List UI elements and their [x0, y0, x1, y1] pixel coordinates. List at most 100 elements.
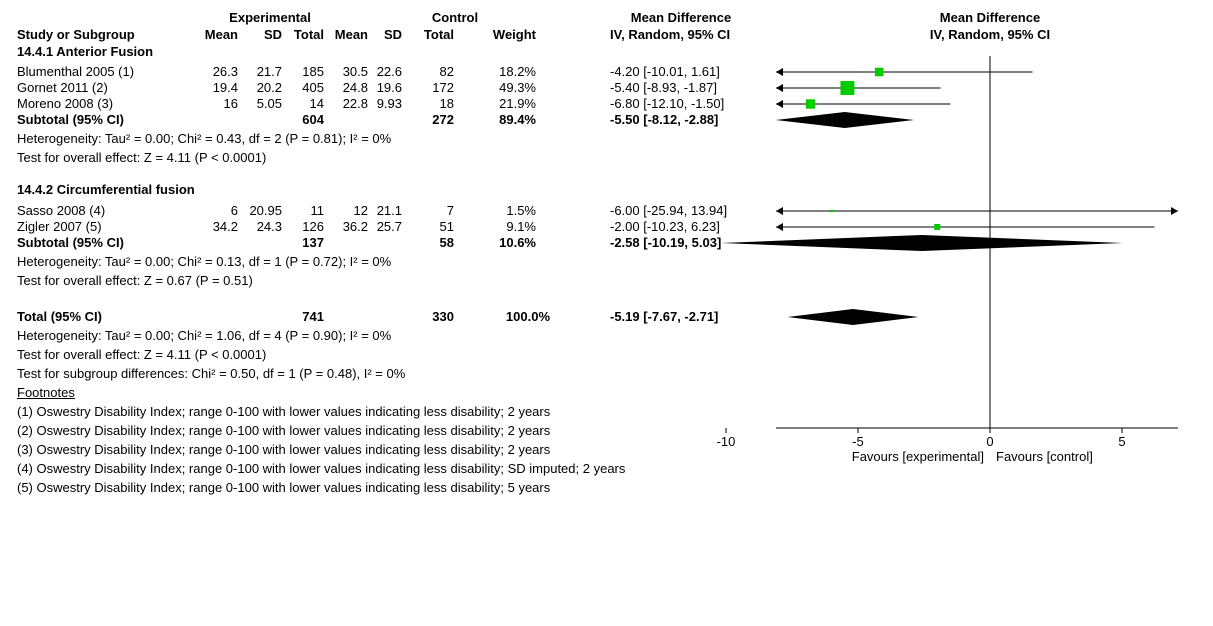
ci-arrow-left — [776, 207, 783, 215]
summary-diamond — [720, 235, 1123, 251]
ci-arrow-left — [776, 223, 783, 231]
study-marker — [934, 223, 941, 231]
header-md-method-left: IV, Random, 95% CI — [610, 27, 731, 42]
summary-diamond — [787, 309, 919, 325]
overall-effect-text: Test for overall effect: Z = 0.67 (P = 0… — [17, 273, 253, 288]
total-weight: 100.0% — [505, 309, 550, 324]
study-marker — [840, 81, 855, 95]
ci-text: -2.00 [-10.23, 6.23] — [610, 219, 720, 234]
heterogeneity-text: Heterogeneity: Tau² = 0.00; Chi² = 0.43,… — [17, 131, 392, 146]
sd-c: 25.7 — [376, 219, 402, 234]
footnote: (1) Oswestry Disability Index; range 0-1… — [17, 404, 551, 419]
weight: 1.5% — [506, 203, 536, 218]
study-name: Moreno 2008 (3) — [17, 96, 114, 111]
ci-arrow-left — [776, 100, 783, 108]
x-tick-label: 5 — [1118, 434, 1125, 449]
footnote: (5) Oswestry Disability Index; range 0-1… — [17, 480, 551, 495]
header-mean-c: Mean — [334, 27, 368, 42]
subgroup-differences-text: Test for subgroup differences: Chi² = 0.… — [17, 366, 406, 381]
total-e: 14 — [309, 96, 324, 111]
total-heterogeneity-text: Heterogeneity: Tau² = 0.00; Chi² = 1.06,… — [17, 328, 392, 343]
mean-e: 26.3 — [212, 64, 238, 79]
header-total-e: Total — [293, 27, 324, 42]
subgroup-title: 14.4.2 Circumferential fusion — [17, 182, 195, 197]
subtotal-label: Subtotal (95% CI) — [17, 235, 124, 250]
total-ci-text: -5.19 [-7.67, -2.71] — [610, 309, 719, 324]
header-md-title-right: Mean Difference — [939, 10, 1041, 25]
subtotal-weight: 89.4% — [499, 112, 536, 127]
subtotal-total-c: 58 — [439, 235, 454, 250]
total-c: 172 — [432, 80, 454, 95]
total-c: 7 — [446, 203, 454, 218]
study-marker — [830, 209, 833, 213]
ci-arrow-left — [776, 68, 783, 76]
mean-e: 6 — [230, 203, 238, 218]
x-tick-label: -10 — [717, 434, 736, 449]
mean-c: 22.8 — [342, 96, 368, 111]
header-total-c: Total — [423, 27, 454, 42]
study-marker — [805, 99, 816, 109]
subgroup-title: 14.4.1 Anterior Fusion — [17, 44, 154, 59]
sd-c: 19.6 — [376, 80, 402, 95]
header-sd-c: SD — [383, 27, 402, 42]
sd-c: 9.93 — [376, 96, 402, 111]
ci-arrow-right — [1171, 207, 1178, 215]
ci-text: -4.20 [-10.01, 1.61] — [610, 64, 720, 79]
footnote: (4) Oswestry Disability Index; range 0-1… — [17, 461, 626, 476]
footnotes-title: Footnotes — [17, 385, 75, 400]
heterogeneity-text: Heterogeneity: Tau² = 0.00; Chi² = 0.13,… — [17, 254, 392, 269]
sd-e: 21.7 — [256, 64, 282, 79]
study-marker — [874, 67, 884, 77]
total-label: Total (95% CI) — [17, 309, 102, 324]
total-c: 51 — [439, 219, 454, 234]
study-name: Blumenthal 2005 (1) — [17, 64, 135, 79]
ci-text: -6.00 [-25.94, 13.94] — [610, 203, 728, 218]
header-control: Control — [431, 10, 479, 25]
study-name: Zigler 2007 (5) — [17, 219, 102, 234]
footnote: (2) Oswestry Disability Index; range 0-1… — [17, 423, 551, 438]
ci-arrow-left — [776, 84, 783, 92]
sd-e: 5.05 — [256, 96, 282, 111]
sd-e: 20.2 — [256, 80, 282, 95]
ci-text: -5.40 [-8.93, -1.87] — [610, 80, 717, 95]
header-sd-e: SD — [263, 27, 282, 42]
header-mean-e: Mean — [204, 27, 238, 42]
subtotal-weight: 10.6% — [499, 235, 536, 250]
header-study: Study or Subgroup — [17, 27, 135, 42]
mean-c: 12 — [353, 203, 368, 218]
favours-left-label: Favours [experimental] — [852, 449, 984, 464]
sd-c: 22.6 — [376, 64, 402, 79]
subtotal-ci-text: -5.50 [-8.12, -2.88] — [610, 112, 719, 127]
subtotal-total-e: 604 — [302, 112, 324, 127]
study-name: Sasso 2008 (4) — [17, 203, 106, 218]
subtotal-label: Subtotal (95% CI) — [17, 112, 124, 127]
weight: 49.3% — [499, 80, 536, 95]
x-tick-label: -5 — [852, 434, 864, 449]
total-total-e: 741 — [302, 309, 324, 324]
total-e: 126 — [302, 219, 324, 234]
study-name: Gornet 2011 (2) — [17, 80, 108, 95]
favours-right-label: Favours [control] — [996, 449, 1093, 464]
subtotal-total-c: 272 — [432, 112, 454, 127]
weight: 21.9% — [499, 96, 536, 111]
sd-c: 21.1 — [376, 203, 402, 218]
total-total-c: 330 — [432, 309, 454, 324]
mean-c: 24.8 — [342, 80, 368, 95]
header-md-method-right: IV, Random, 95% CI — [929, 27, 1051, 42]
total-c: 82 — [439, 64, 454, 79]
summary-diamond — [775, 112, 914, 128]
header-experimental: Experimental — [229, 10, 311, 25]
sd-e: 24.3 — [256, 219, 282, 234]
weight: 9.1% — [506, 219, 536, 234]
footnote: (3) Oswestry Disability Index; range 0-1… — [17, 442, 551, 457]
ci-text: -6.80 [-12.10, -1.50] — [610, 96, 725, 111]
sd-e: 20.95 — [249, 203, 282, 218]
total-e: 405 — [302, 80, 324, 95]
x-tick-label: 0 — [986, 434, 993, 449]
mean-c: 36.2 — [342, 219, 368, 234]
mean-e: 19.4 — [212, 80, 238, 95]
header-md-title-left: Mean Difference — [630, 10, 732, 25]
weight: 18.2% — [499, 64, 536, 79]
subtotal-ci-text: -2.58 [-10.19, 5.03] — [610, 235, 722, 250]
